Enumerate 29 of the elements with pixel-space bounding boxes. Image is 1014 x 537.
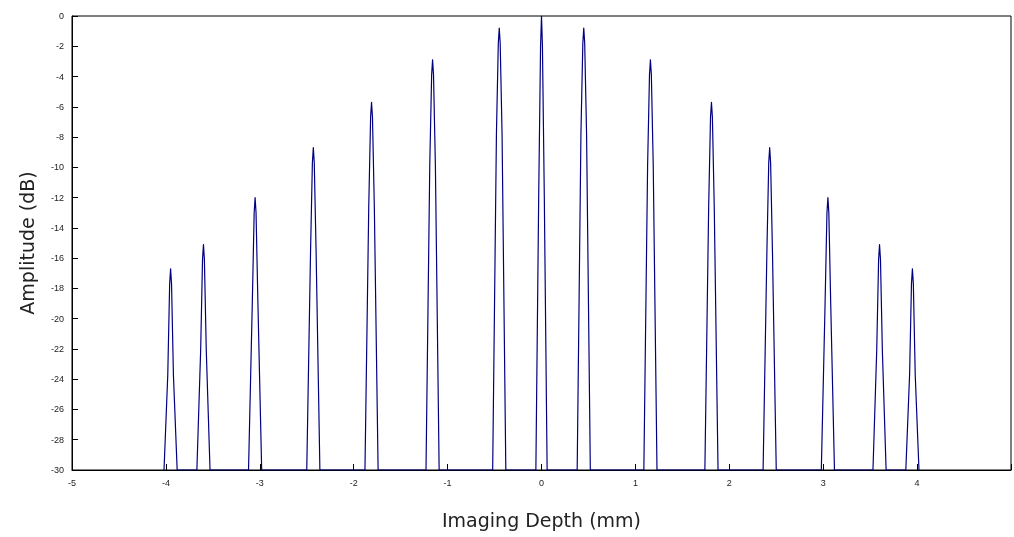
y-tick-label: -14	[50, 222, 64, 233]
x-tick-label: -2	[349, 477, 358, 488]
x-tick-label: 3	[820, 477, 826, 488]
y-tick-label: -8	[55, 132, 64, 143]
y-tick-label: -30	[50, 465, 64, 475]
x-tick-label: -5	[67, 477, 77, 488]
y-tick-label: -10	[50, 162, 64, 173]
x-tick-label: -1	[443, 477, 452, 488]
y-axis-title: Amplitude (dB)	[15, 171, 38, 315]
y-tick-label: -24	[50, 374, 64, 385]
line-series	[163, 15, 920, 471]
y-tick-label: -4	[55, 71, 64, 82]
x-tick-label: 2	[726, 477, 732, 488]
y-tick-label: -18	[50, 283, 64, 294]
y-tick-label: -28	[50, 434, 64, 445]
x-tick-label: -4	[161, 477, 170, 488]
y-tick-label: -26	[50, 404, 64, 415]
y-tick-label: -12	[50, 192, 64, 203]
x-tick-label: -3	[255, 477, 264, 488]
y-tick-label: -16	[50, 253, 64, 264]
x-tick-label: 0	[538, 477, 545, 488]
x-axis-title: Imaging Depth (mm)	[442, 508, 641, 531]
y-tick-label: -22	[50, 343, 64, 354]
y-tick-label: -2	[55, 41, 64, 52]
x-tick-label: 4	[914, 477, 920, 488]
y-tick-label: 0	[58, 11, 64, 21]
x-tick-label: 1	[632, 477, 638, 488]
y-tick-label: -6	[55, 101, 64, 112]
y-tick-label: -20	[50, 313, 64, 324]
